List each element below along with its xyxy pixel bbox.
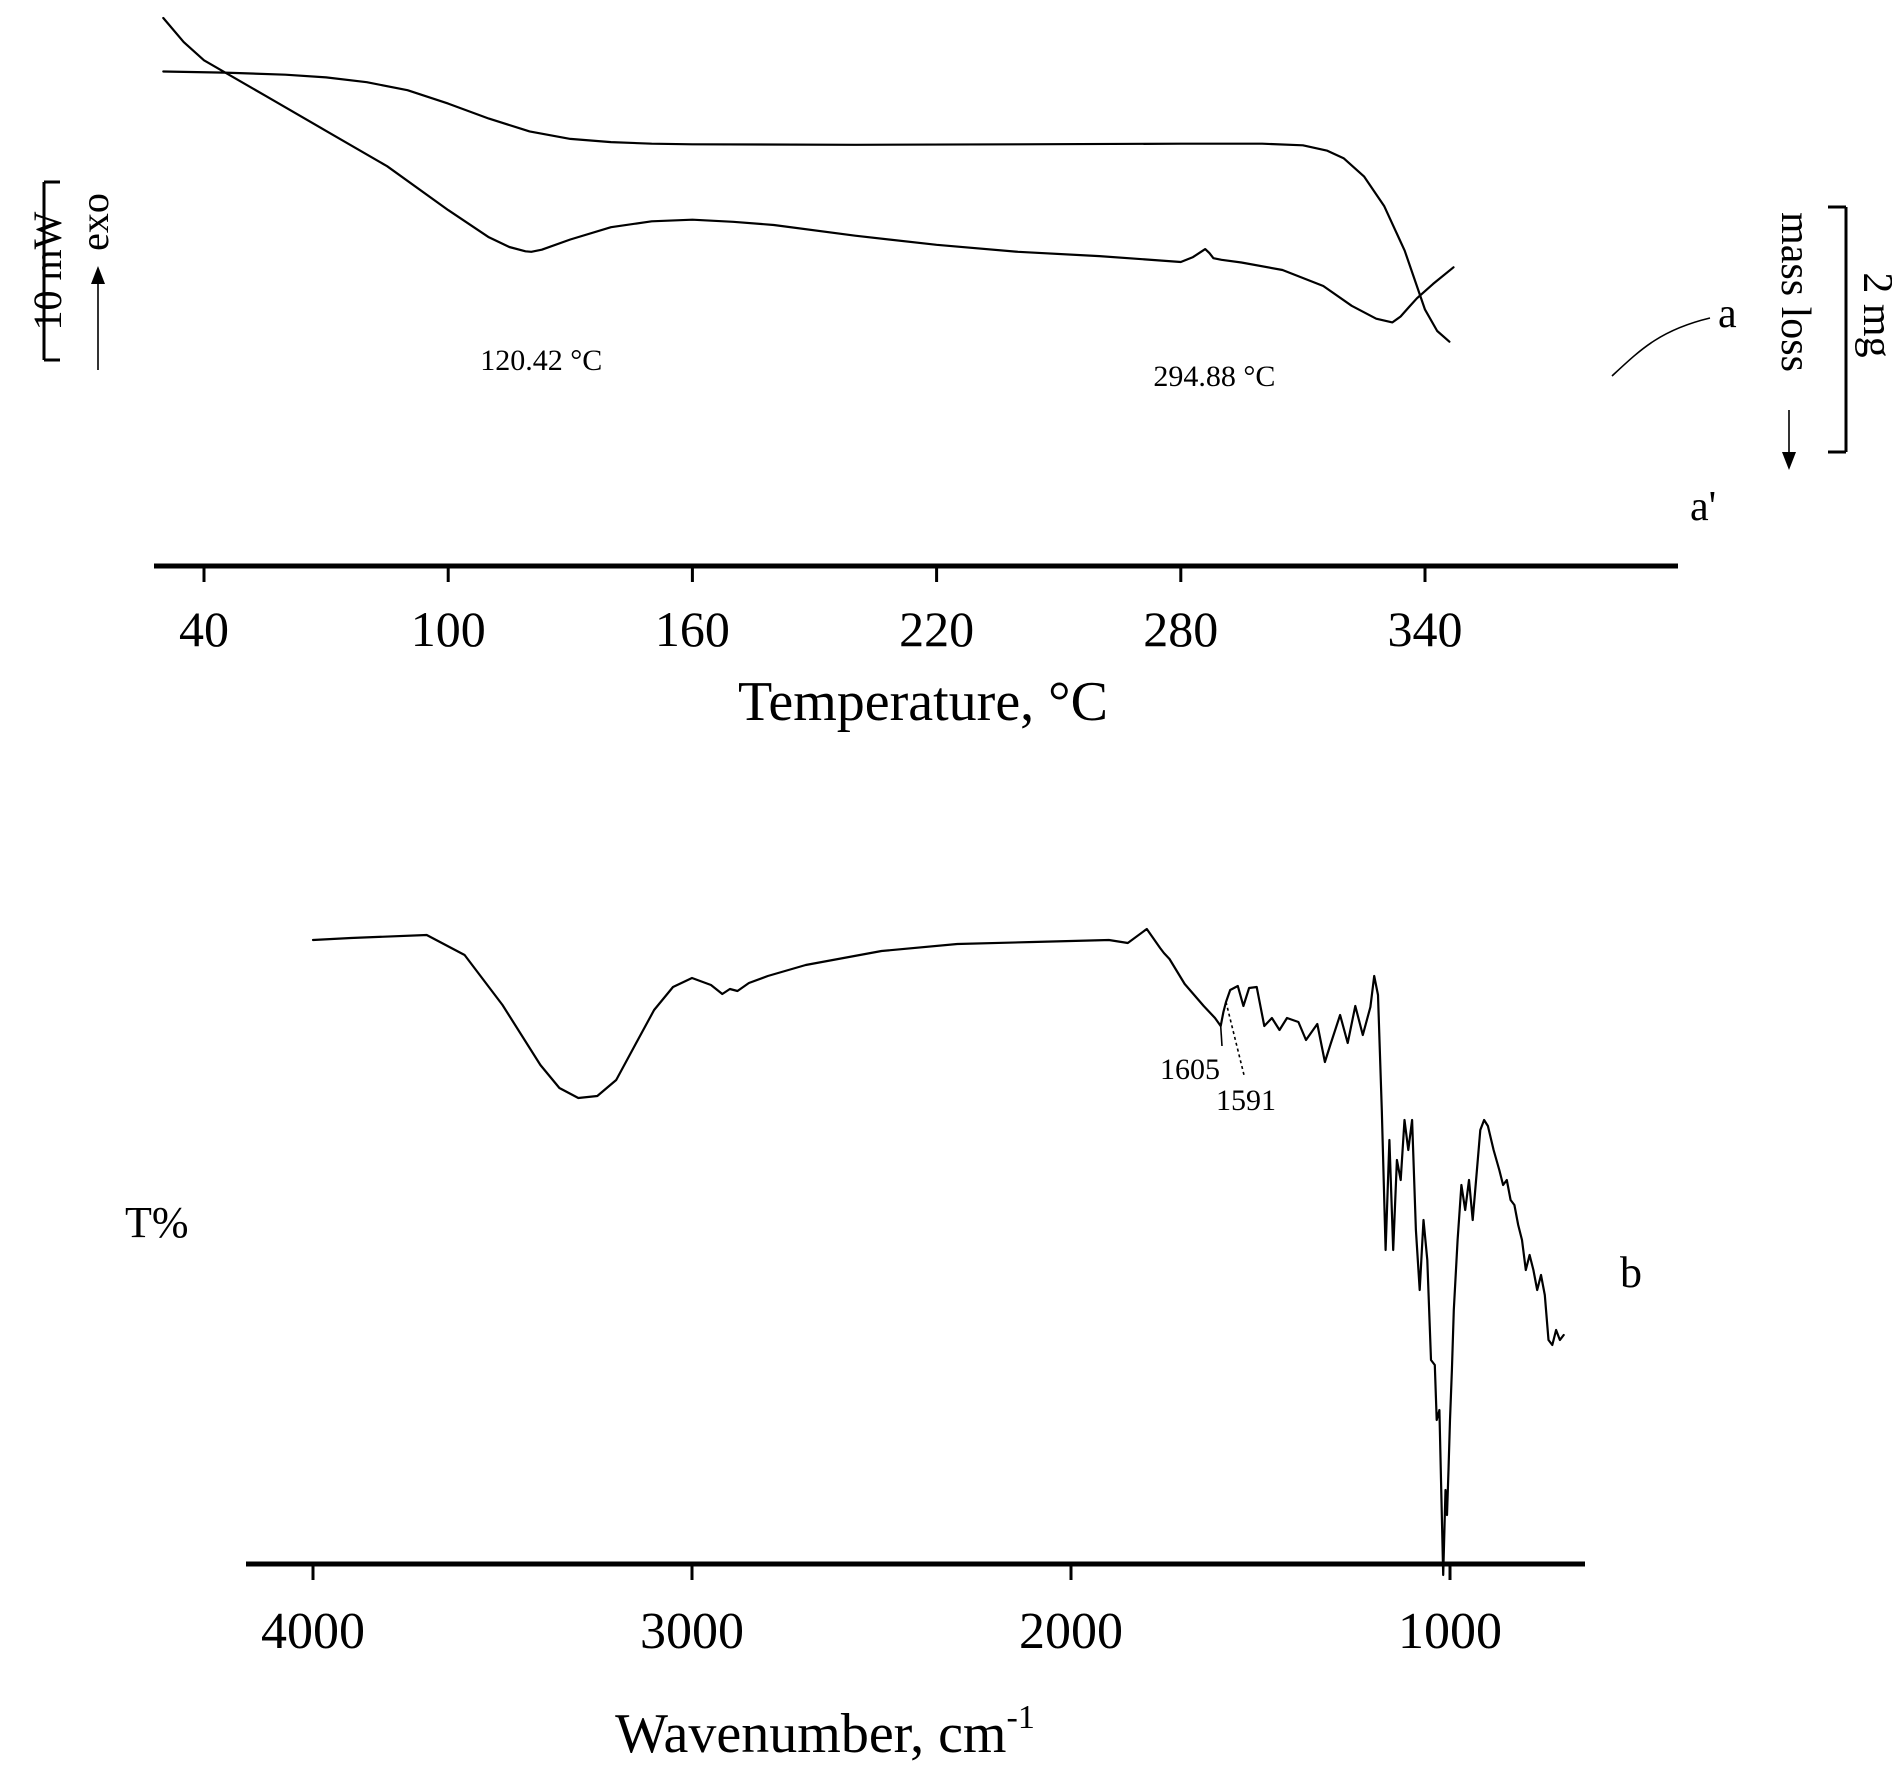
temperature-tick-label: 280 <box>1143 601 1218 657</box>
temperature-tick-label: 340 <box>1388 601 1463 657</box>
temperature-axis-title: Temperature, °C <box>738 671 1108 733</box>
transmittance-label: T% <box>125 1198 189 1247</box>
wavenumber-tick-label: 2000 <box>1019 1603 1123 1660</box>
exo-arrow-icon <box>91 266 105 284</box>
mass-loss-indicator: mass loss <box>1772 212 1818 470</box>
temperature-tick-label: 160 <box>655 601 730 657</box>
tg-curve-a-prime <box>162 70 1451 343</box>
wavenumber-unit-exponent: -1 <box>1007 1699 1035 1736</box>
thermal-chart: a a' 120.42 °C 294.88 °C 10 mW exo 2 mg mas… <box>25 16 1892 733</box>
band-annotation-1605: 1605 <box>1160 1053 1220 1086</box>
temperature-tick-label: 40 <box>179 601 229 657</box>
curve-label-b: b <box>1620 1248 1642 1297</box>
band-1591-leader <box>1225 1001 1245 1076</box>
wavenumber-tick-label: 3000 <box>640 1603 744 1660</box>
ir-spectrum-curve-b <box>311 927 1565 1577</box>
right-scale-label: 2 mg <box>1854 272 1892 357</box>
curve-a-leader <box>1611 317 1711 377</box>
thermal-curves: a a' 120.42 °C 294.88 °C <box>162 16 1737 530</box>
band-1605-leader <box>1219 1025 1223 1047</box>
right-scale-bar: 2 mg <box>1828 205 1892 454</box>
exo-indicator: exo <box>72 193 117 370</box>
curve-label-a: a <box>1718 291 1737 337</box>
temperature-tick-label: 100 <box>411 601 486 657</box>
temperature-axis: 40 100 160 220 280 340 <box>154 563 1678 657</box>
dsc-curve-a <box>162 16 1455 324</box>
peak-annotation-120: 120.42 °C <box>480 344 602 377</box>
wavenumber-axis: 4000 3000 2000 1000 <box>246 1561 1585 1660</box>
peak-annotation-295: 294.88 °C <box>1153 360 1275 393</box>
wavenumber-axis-title: Wavenumber, cm-1 <box>615 1699 1035 1765</box>
left-scale-label: 10 mW <box>25 211 70 330</box>
mass-loss-label: mass loss <box>1772 212 1818 372</box>
mass-loss-arrow-icon <box>1782 452 1796 470</box>
curve-label-a-prime: a' <box>1690 484 1716 530</box>
exo-label: exo <box>72 193 117 251</box>
left-scale-bar: 10 mW <box>25 180 70 362</box>
wavenumber-tick-label: 1000 <box>1398 1603 1502 1660</box>
wavenumber-tick-label: 4000 <box>261 1603 365 1660</box>
band-annotation-1591: 1591 <box>1216 1084 1276 1117</box>
wavenumber-axis-title-text: Wavenumber, cm <box>615 1703 1006 1765</box>
temperature-tick-label: 220 <box>899 601 974 657</box>
